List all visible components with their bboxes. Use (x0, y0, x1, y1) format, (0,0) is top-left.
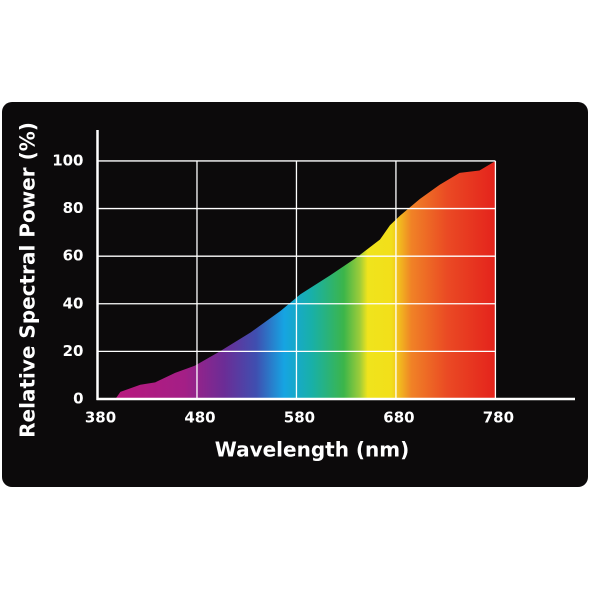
x-tick-label: 380 (85, 409, 116, 427)
y-tick-label: 100 (52, 151, 83, 169)
y-tick-label: 20 (63, 342, 84, 360)
y-tick-label: 40 (63, 294, 84, 312)
x-tick-label: 480 (184, 409, 215, 427)
y-tick-label: 0 (73, 390, 83, 408)
y-tick-label: 60 (63, 247, 84, 265)
chart-background (2, 102, 588, 487)
x-tick-label: 580 (284, 409, 315, 427)
x-tick-label: 680 (383, 409, 414, 427)
x-tick-label: 780 (483, 409, 514, 427)
y-axis-title: Relative Spectral Power (%) (16, 122, 40, 438)
spectrum-area (115, 160, 496, 399)
y-tick-label: 80 (63, 199, 84, 217)
x-axis-title: Wavelength (nm) (215, 438, 410, 462)
